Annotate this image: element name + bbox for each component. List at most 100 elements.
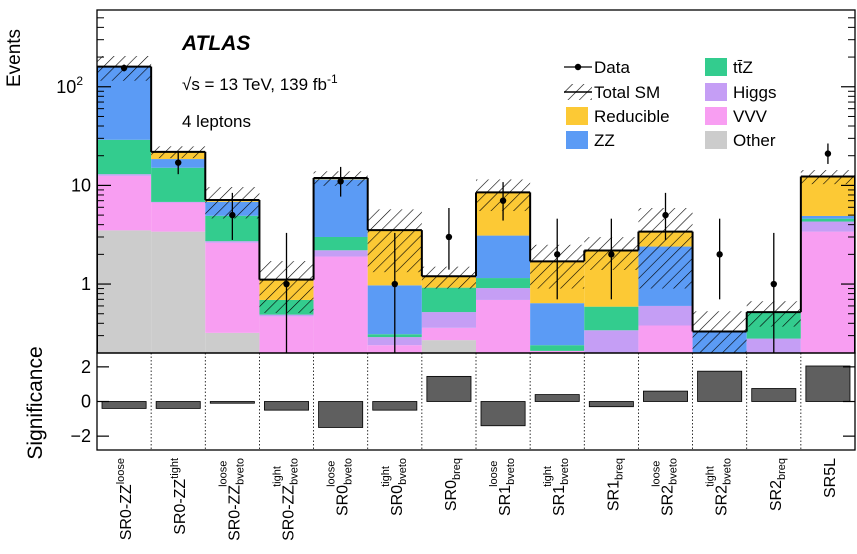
category-sub: breq [776,458,788,480]
axes: 110102−202SR0-ZZlooseSR0-ZZtightSR0-ZZbv… [4,9,856,541]
significance-bar [697,370,743,402]
category-sup: loose [651,461,663,487]
legend-item: VVV [705,107,768,126]
bar-segment [205,332,260,353]
bar-segment [421,327,476,341]
significance-bar [480,401,526,427]
uncertainty-band [692,311,747,353]
legend-data-marker [574,63,582,71]
x-tick-label: SR2breq [768,458,788,511]
bar-segment [476,299,531,353]
y2-tick-label: 0 [81,392,91,412]
category-base: SR0 [443,480,460,511]
significance-bar [372,401,418,411]
x-tick-label: SR0-ZZloose [115,458,135,540]
legend-item: Total SM [564,83,660,102]
legend-swatch [705,83,727,101]
y-tick-label-exponent: 2 [76,74,83,88]
category-sup: loose [326,461,338,487]
category-base: SR0-ZZ [226,485,243,541]
bar-segment [800,221,855,232]
category-sup: tight [272,466,284,487]
category-base: SR1 [605,480,622,511]
data-point [175,159,182,166]
category-sub: bveto [234,458,246,485]
category-base: SR0-ZZ [172,479,189,535]
uncertainty-band [421,266,476,289]
legend-swatch [705,107,727,125]
x-tick-label: SR0bveto [335,458,355,516]
bar-segment [313,256,368,353]
bar-segment [584,330,639,353]
bar-segment [476,235,531,279]
bar-segment [151,201,206,203]
category-base: SR5L [822,458,839,498]
category-sub: bveto [505,458,517,485]
significance-bar [805,365,851,402]
bar-segment [800,215,855,219]
category-sub: breq [613,458,625,480]
legend-label: VVV [733,107,768,126]
data-point [229,211,236,219]
significance-bar [588,401,634,408]
significance-bar [101,401,147,409]
bar-segment [476,288,531,300]
legend-item: Higgs [705,83,776,102]
x-tick-label: SR0bveto [389,458,409,516]
category-sup: tight [169,458,181,479]
legend-item: Other [705,131,776,150]
energy-text: √s = 13 TeV, 139 fb [182,75,327,94]
bar-segment [151,202,206,232]
category-sub: bveto [722,458,734,485]
legend-item: Data [564,58,630,77]
legend-swatch [566,107,588,125]
x-tick-label: SR0-ZZbveto [281,458,301,541]
x-tick-label: SR0-ZZtight [169,458,189,535]
legend-label: Other [733,131,776,150]
category-base: SR2 [660,485,677,516]
x-tick-label: SR2bveto [660,458,680,516]
bar-segment [476,278,531,289]
category-base: SR0 [335,485,352,516]
bar-segment [367,345,422,353]
significance-bar [751,388,797,402]
data-point [662,211,669,219]
legend-item: tt̄Z [705,58,753,77]
bar-segment [800,231,855,353]
category-sup: tight [542,466,554,487]
category-sup: loose [217,461,229,487]
significance-bar [534,394,580,402]
legend-label: Higgs [733,83,776,102]
significance-bar [318,401,364,428]
bar-segment [693,403,747,481]
category-base: SR0-ZZ [281,485,298,541]
bar-segment [530,303,585,346]
legend-label: Data [594,58,630,77]
significance-bar [209,401,255,404]
energy-label: √s = 13 TeV, 139 fb-1 [182,72,338,94]
x-tick-label: SR1bveto [497,458,517,516]
y2-axis-label: Significance [24,346,47,459]
bar-segment [205,241,260,243]
bar-segment [638,325,693,353]
y-tick-label: 10 [71,175,91,195]
category-sup: loose [115,458,127,484]
legend-swatch [705,58,727,76]
bar-segment [421,287,476,313]
bar-segment [530,345,585,351]
bar-segment [693,434,747,481]
data-point [608,251,615,258]
data-point [337,178,344,185]
data-point [120,64,128,72]
bar-segment [800,218,855,222]
bar-segment [97,174,152,176]
bar-segment [421,340,476,353]
significance-bar [264,401,309,411]
bar-segment [97,139,152,175]
category-sub: bveto [397,458,409,485]
significance-bar [426,375,472,402]
lumi-exponent: -1 [327,72,338,86]
data-point [554,251,561,258]
x-tick-label: SR0breq [443,458,463,511]
